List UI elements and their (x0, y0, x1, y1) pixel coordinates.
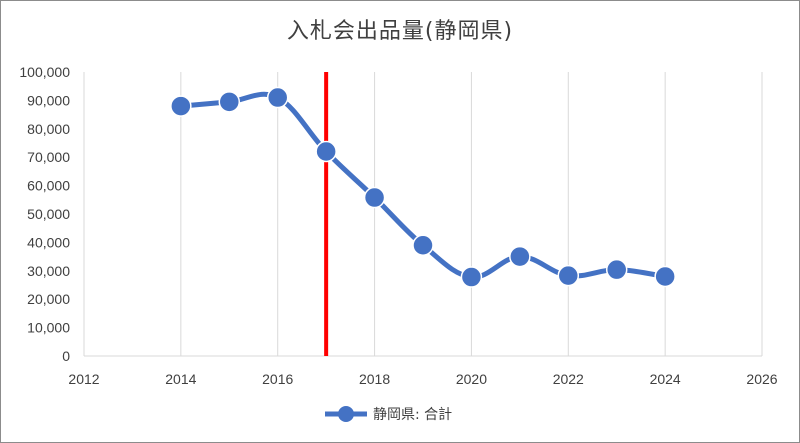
y-tick-label: 100,000 (19, 64, 70, 80)
series (170, 86, 676, 288)
data-point (170, 95, 192, 117)
data-point (363, 186, 386, 209)
data-point (460, 266, 483, 288)
x-tick-label: 2012 (68, 371, 99, 387)
y-tick-label: 80,000 (27, 121, 70, 137)
data-point (557, 264, 580, 287)
data-point (266, 86, 289, 109)
x-tick-label: 2020 (456, 371, 487, 387)
data-point (605, 258, 628, 281)
chart-title: 入札会出品量(静岡県) (286, 19, 514, 44)
data-point (315, 140, 337, 163)
y-tick-label: 10,000 (27, 320, 70, 336)
x-tick-label: 2018 (359, 371, 390, 387)
data-point (509, 245, 531, 268)
legend-marker (338, 406, 354, 422)
x-tick-label: 2014 (165, 371, 196, 387)
x-tick-label: 2024 (650, 371, 681, 387)
y-tick-label: 60,000 (27, 178, 70, 194)
y-tick-label: 50,000 (27, 206, 70, 222)
data-point (412, 234, 434, 256)
grid-lines (83, 72, 763, 356)
legend-label: 静岡県: 合計 (373, 407, 452, 423)
y-tick-label: 40,000 (27, 234, 70, 250)
x-tick-label: 2016 (262, 371, 293, 387)
legend: 静岡県: 合計 (325, 406, 452, 423)
y-tick-label: 90,000 (27, 92, 70, 108)
data-point (654, 265, 676, 288)
x-tick-label: 2022 (553, 371, 584, 387)
y-tick-label: 0 (62, 348, 70, 364)
y-tick-label: 30,000 (27, 263, 70, 279)
data-point (218, 91, 241, 113)
y-tick-label: 20,000 (27, 291, 70, 307)
y-tick-label: 70,000 (27, 149, 70, 165)
axes: 2012 2014 2016 2018 2020 2022 2024 2026 0 10,000 2… (19, 64, 777, 387)
x-tick-label: 2026 (746, 371, 777, 387)
